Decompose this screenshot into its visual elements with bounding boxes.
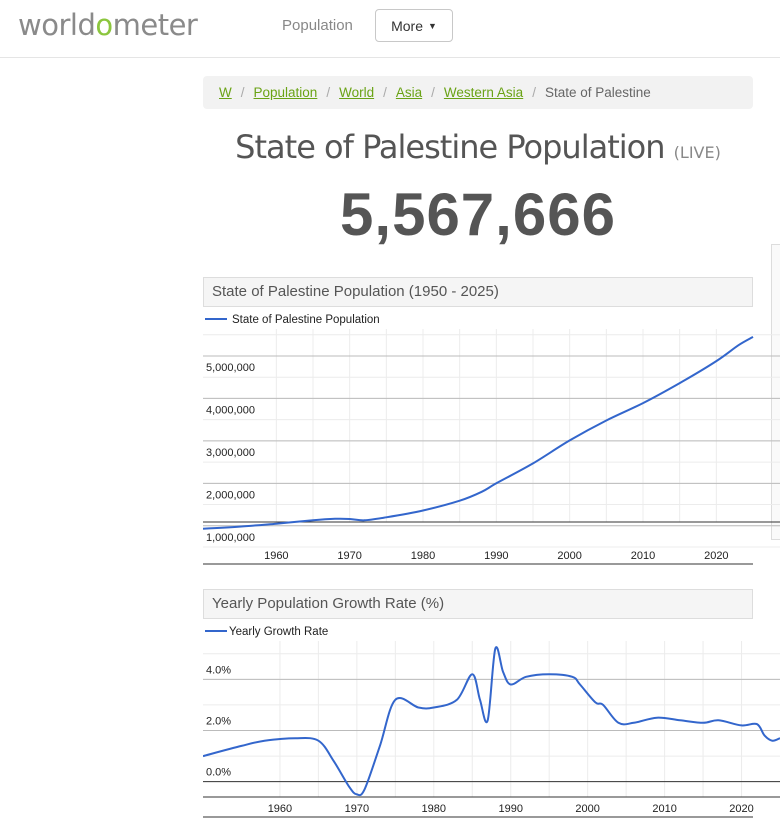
x-tick-label: 1980 — [411, 550, 435, 562]
side-panel-edge — [771, 244, 780, 540]
y-tick-label: 4,000,000 — [206, 404, 255, 416]
y-tick-label: 0.0% — [206, 767, 231, 779]
y-tick-label: 2,000,000 — [206, 489, 255, 501]
worldometer-logo[interactable]: worldometer — [18, 8, 198, 42]
x-tick-label: 2010 — [631, 550, 655, 562]
x-tick-label: 1970 — [337, 550, 361, 562]
y-tick-label: 2.0% — [206, 716, 231, 728]
x-tick-label: 2010 — [652, 803, 676, 815]
y-tick-label: 4.0% — [206, 664, 231, 676]
more-button-label: More — [391, 17, 423, 34]
x-tick-label: 1980 — [422, 803, 446, 815]
page-title: State of Palestine Population (LIVE) — [235, 128, 721, 166]
x-tick-label: 1990 — [498, 803, 522, 815]
breadcrumb-link-western-asia[interactable]: Western Asia — [443, 85, 524, 100]
legend-label: Yearly Growth Rate — [229, 626, 328, 638]
y-tick-label: 3,000,000 — [206, 447, 255, 459]
breadcrumb-link-world[interactable]: World — [339, 85, 375, 100]
x-tick-label: 2000 — [575, 803, 599, 815]
breadcrumb: W / Population / World / Asia / Western Asia… — [203, 76, 753, 109]
series-line — [203, 336, 754, 530]
top-navigation-bar: worldometer Population More ▼ — [0, 0, 780, 58]
caret-down-icon: ▼ — [427, 20, 437, 31]
population-chart: 1,000,000 2,000,000 3,000,000 4,000,000 5,00… — [203, 314, 780, 565]
breadcrumb-current: State of Palestine — [544, 85, 651, 100]
x-tick-label: 1990 — [484, 550, 508, 562]
growth-rate-chart: 0.0% 2.0% 4.0% 1960 1970 1980 1990 2000 2010 2020… — [203, 626, 780, 818]
population-counter: 5,567,666 — [340, 181, 616, 248]
x-tick-label: 2000 — [557, 550, 581, 562]
nav-population-link[interactable]: Population — [282, 17, 353, 34]
x-tick-label: 1960 — [264, 550, 288, 562]
x-tick-label: 2020 — [704, 550, 728, 562]
legend-label: State of Palestine Population — [232, 314, 380, 326]
x-tick-label: 1970 — [345, 803, 369, 815]
breadcrumb-link-asia[interactable]: Asia — [395, 85, 423, 100]
population-chart-title: State of Palestine Population (1950 - 20… — [203, 277, 753, 307]
breadcrumb-link-population[interactable]: Population — [253, 85, 318, 100]
growth-chart-title: Yearly Population Growth Rate (%) — [203, 589, 753, 619]
series-line — [203, 646, 780, 797]
y-tick-label: 1,000,000 — [206, 532, 255, 544]
x-tick-label: 1960 — [268, 803, 292, 815]
x-tick-label: 2020 — [729, 803, 753, 815]
live-tag: (LIVE) — [673, 143, 721, 162]
y-tick-label: 5,000,000 — [206, 362, 255, 374]
more-dropdown-button[interactable]: More ▼ — [375, 9, 453, 42]
breadcrumb-link-w[interactable]: W — [219, 85, 232, 100]
